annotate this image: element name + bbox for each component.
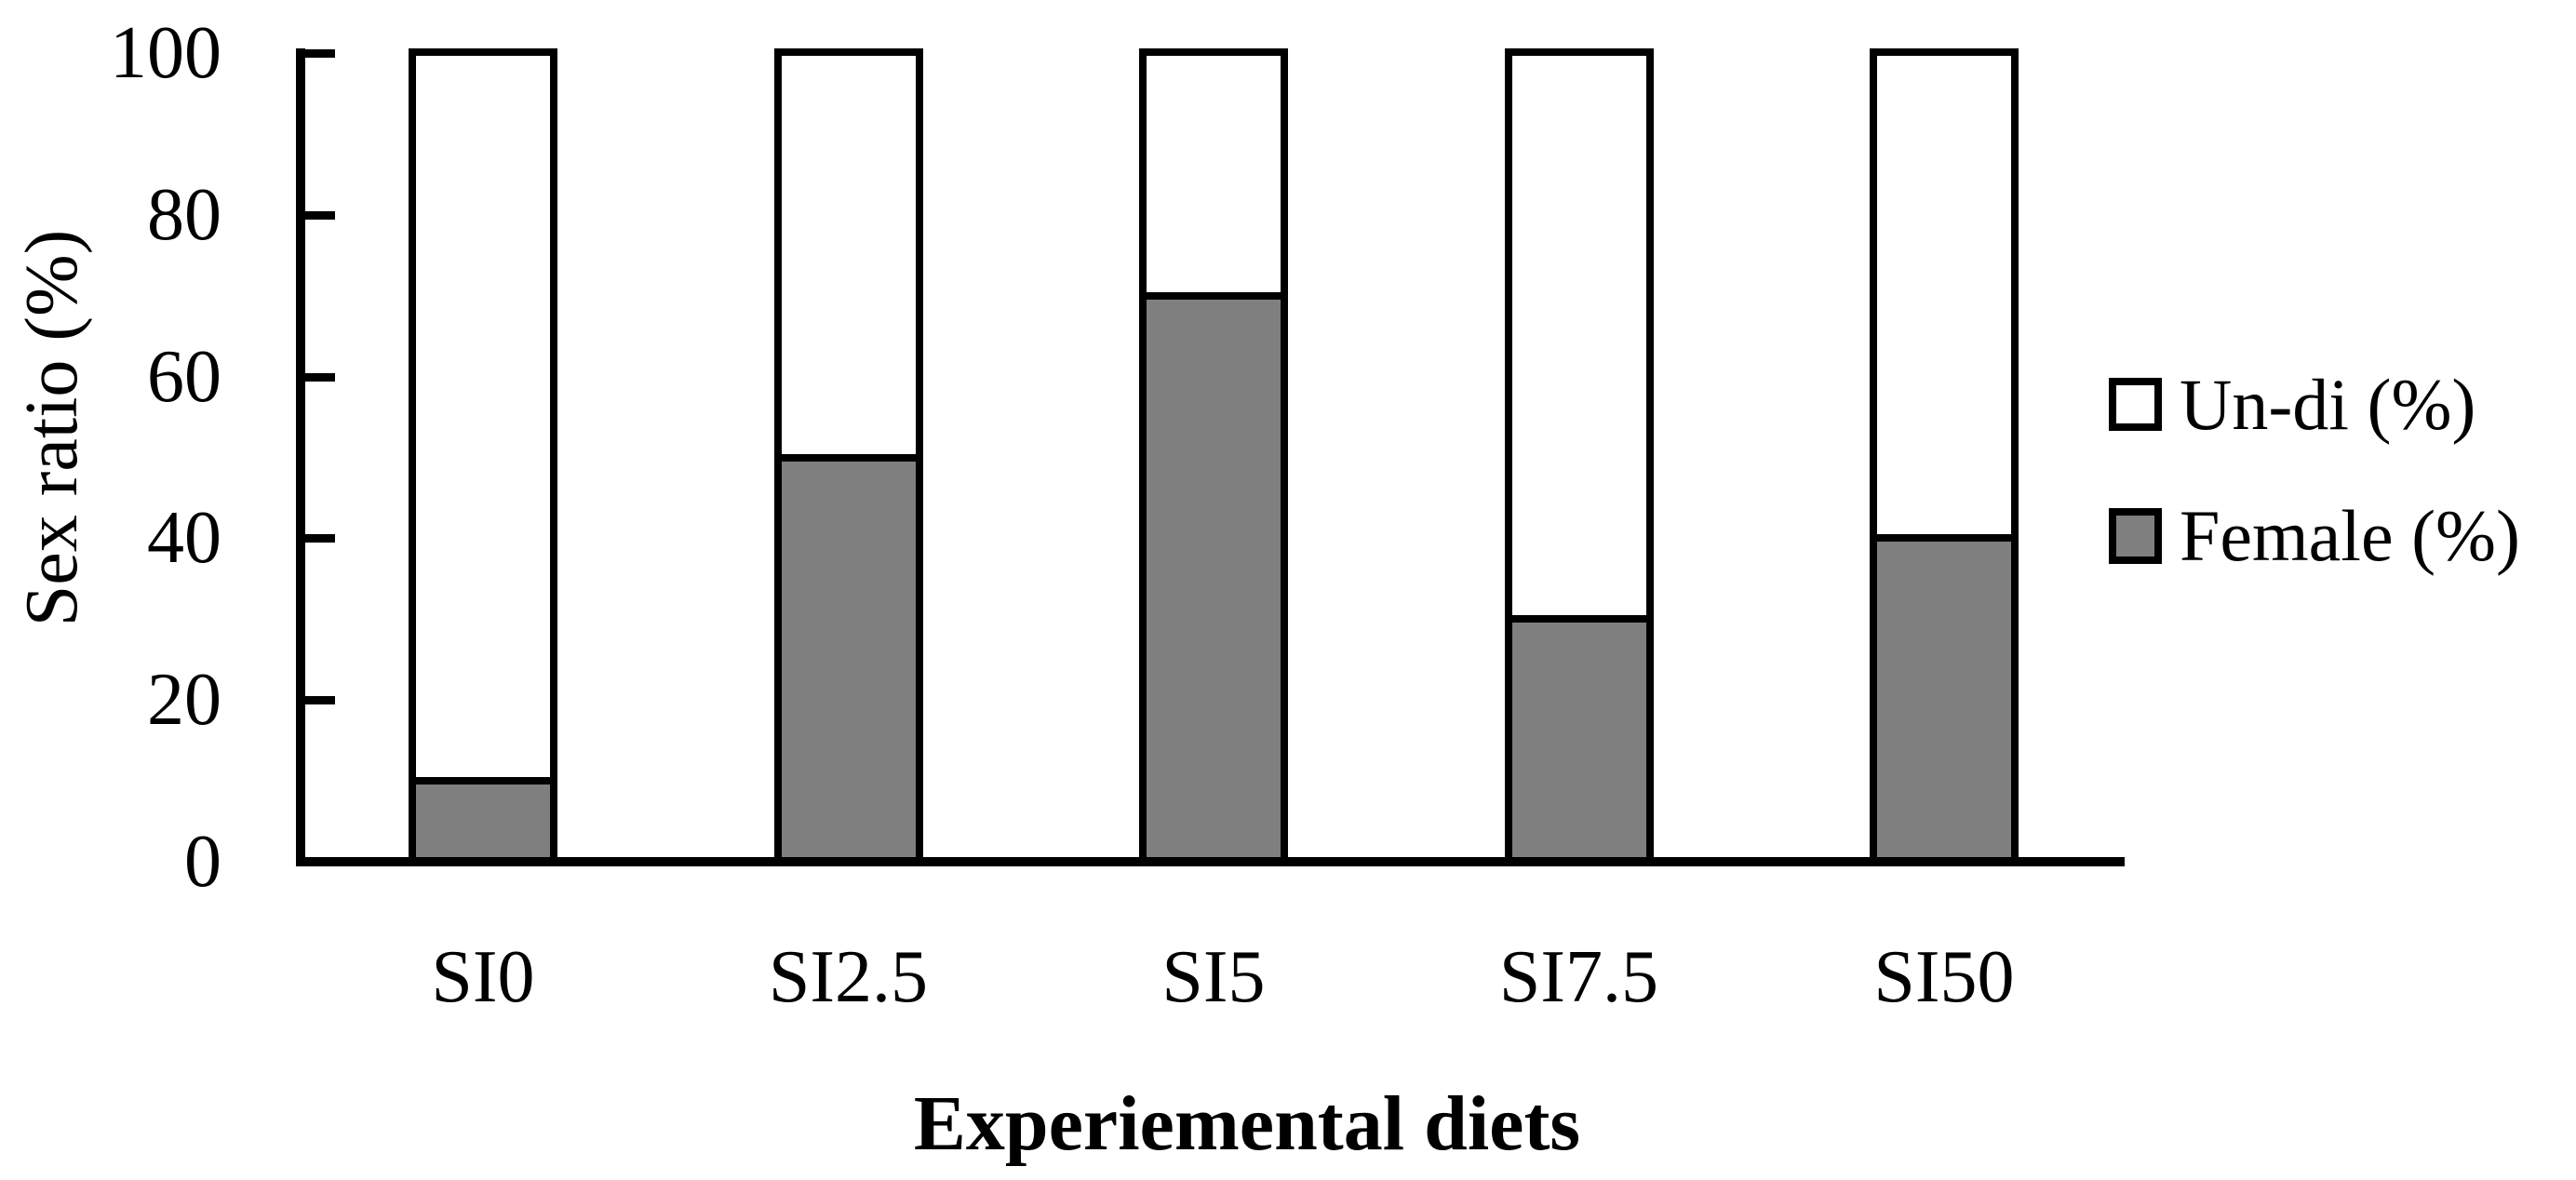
- bar-female-segment: [409, 777, 557, 865]
- x-axis-line: [296, 857, 2125, 866]
- y-tick-label: 80: [147, 174, 221, 256]
- bar-female-segment: [1870, 534, 2019, 865]
- bar-female-segment: [1504, 615, 1654, 865]
- legend-label-female: Female (%): [2180, 495, 2521, 576]
- legend-swatch-un-di: [2109, 378, 2162, 431]
- x-tick-label: SI2.5: [768, 936, 929, 1018]
- y-axis-tick: [305, 696, 335, 704]
- y-axis-tick: [305, 211, 335, 220]
- x-tick-label: SI5: [1161, 936, 1266, 1018]
- y-axis-line: [296, 48, 305, 866]
- bar-female-segment: [773, 454, 923, 865]
- bar-female-segment: [1139, 292, 1288, 865]
- bar-undi-segment: [409, 48, 557, 862]
- legend-label-un-di: Un-di (%): [2180, 364, 2476, 445]
- x-axis-title: Experiemental diets: [913, 1080, 1581, 1167]
- y-tick-label: 40: [147, 497, 221, 579]
- y-tick-label: 60: [147, 336, 221, 418]
- y-tick-label: 0: [184, 821, 221, 903]
- legend-swatch-female: [2109, 508, 2162, 564]
- y-tick-label: 20: [147, 659, 221, 741]
- y-tick-label: 100: [110, 12, 221, 94]
- x-tick-label: SI0: [431, 936, 535, 1018]
- x-tick-label: SI50: [1873, 936, 2015, 1018]
- x-tick-label: SI7.5: [1498, 936, 1659, 1018]
- y-axis-tick: [305, 49, 335, 58]
- y-axis-tick: [305, 534, 335, 543]
- y-axis-tick: [305, 373, 335, 382]
